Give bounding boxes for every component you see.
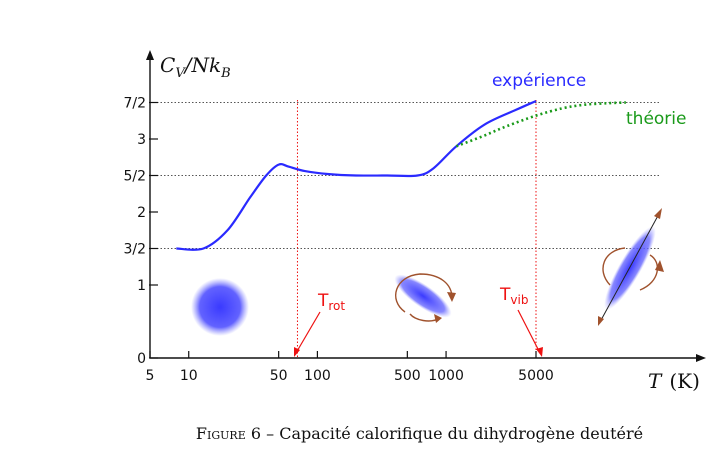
molecule-translation-icon [191,278,249,336]
series-line-theorie [455,101,626,148]
y-tick-label: 7/2 [123,96,146,112]
rotation-arrow-icon [602,247,626,286]
x-axis-arrowhead [696,354,706,362]
reference-lines [150,102,660,249]
figure-number: Figure 6 [195,424,262,443]
svg-text:Trot: Trot [317,291,345,313]
rotation-arrow-icon [395,273,453,313]
y-tick-label: 1 [137,278,146,294]
series-label-experience: expérience [492,71,586,91]
caption-text: Capacité calorifique du dihydrogène deut… [279,424,644,443]
series-label-theorie: théorie [626,109,686,129]
x-ticks: 5 10 50 100 500 1000 5000 [146,351,554,384]
x-tick-label: 1000 [428,368,464,384]
x-axis-title: T (K) [648,369,700,393]
y-tick-label: 3/2 [123,242,146,258]
x-tick-label: 50 [270,368,288,384]
heat-capacity-chart: 0 1 3/2 2 5/2 3 7/2 5 10 50 100 500 1000 5000 CV/NkB… [123,50,706,393]
series-line-experience [176,99,537,251]
y-tick-label: 3 [137,132,146,148]
t-rot-arrow [295,311,321,354]
y-tick-label: 2 [137,205,146,221]
svg-text:CV/NkB: CV/NkB [160,53,231,81]
t-vib-marker: Tvib [499,285,543,357]
caption-dash: – [266,424,275,443]
x-tick-label: 500 [394,368,421,384]
temperature-marker-lines [296,100,537,358]
vibration-axis-icon [599,211,661,323]
y-ticks: 0 1 3/2 2 5/2 3 7/2 [123,96,158,367]
x-tick-label: 10 [180,368,198,384]
axes [146,50,706,362]
molecule-vibration-icon [598,208,664,326]
figure-caption: Figure 6 – Capacité calorifique du dihyd… [0,424,719,443]
t-vib-arrow [517,309,541,354]
y-tick-label: 5/2 [123,169,146,185]
y-axis-arrowhead [146,50,154,60]
svg-text:Tvib: Tvib [499,285,528,307]
svg-text:T(K): T (K) [648,369,700,393]
y-tick-label: 0 [137,351,146,367]
x-tick-label: 5000 [518,368,554,384]
x-tick-label: 5 [146,368,155,384]
molecule-rotation-icon [394,273,456,323]
x-tick-label: 100 [304,368,331,384]
y-axis-title: CV/NkB [160,53,231,81]
t-rot-marker: Trot [294,291,345,357]
